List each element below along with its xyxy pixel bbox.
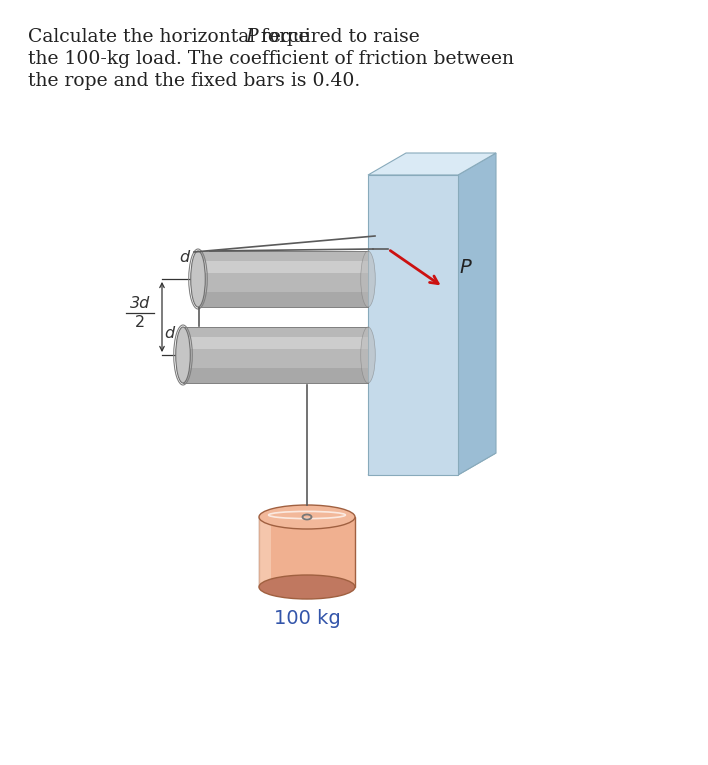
Text: d: d <box>164 326 174 341</box>
Ellipse shape <box>176 327 190 383</box>
Polygon shape <box>259 517 355 587</box>
Text: 2: 2 <box>135 315 145 330</box>
Text: 3d: 3d <box>130 296 150 311</box>
Ellipse shape <box>360 327 375 383</box>
Polygon shape <box>368 175 458 475</box>
Text: the 100-kg load. The coefficient of friction between: the 100-kg load. The coefficient of fric… <box>28 50 514 68</box>
Polygon shape <box>183 327 368 383</box>
Ellipse shape <box>190 251 205 307</box>
Polygon shape <box>183 337 368 350</box>
Text: d: d <box>179 250 189 265</box>
Polygon shape <box>198 251 368 307</box>
Text: required to raise: required to raise <box>255 28 420 46</box>
Polygon shape <box>368 153 496 175</box>
Ellipse shape <box>259 575 355 599</box>
Ellipse shape <box>360 251 375 307</box>
Polygon shape <box>198 261 368 273</box>
Polygon shape <box>259 517 271 587</box>
Polygon shape <box>183 368 368 383</box>
Text: Calculate the horizontal force: Calculate the horizontal force <box>28 28 316 46</box>
Polygon shape <box>198 291 368 307</box>
Text: P: P <box>245 28 258 46</box>
Ellipse shape <box>259 505 355 529</box>
Polygon shape <box>458 153 496 475</box>
Text: 100 kg: 100 kg <box>273 609 341 628</box>
Text: the rope and the fixed bars is 0.40.: the rope and the fixed bars is 0.40. <box>28 72 360 90</box>
Polygon shape <box>368 453 496 475</box>
Text: P: P <box>459 258 471 276</box>
